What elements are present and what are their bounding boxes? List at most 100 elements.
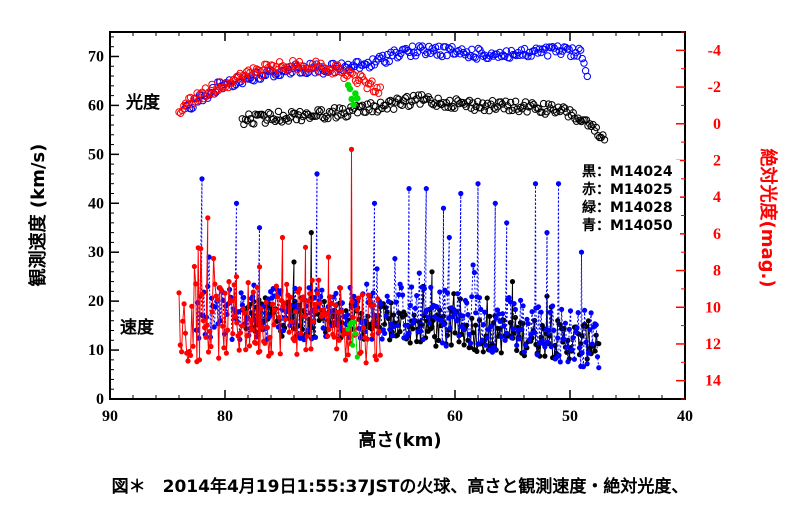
- velocity-point-m14050: [278, 288, 284, 294]
- magnitude-point-m14024: [401, 94, 409, 102]
- velocity-point-m14025: [233, 274, 240, 280]
- velocity-point-m14050: [559, 306, 565, 312]
- velocity-point-m14050: [494, 307, 501, 313]
- magnitude-point-m14050: [456, 50, 464, 58]
- y-left-tick-label: 30: [88, 244, 104, 261]
- magnitude-point-m14050: [501, 52, 509, 60]
- velocity-point-m14025: [293, 309, 299, 315]
- velocity-point-m14025: [335, 309, 341, 315]
- velocity-point-m14050: [511, 301, 517, 307]
- velocity-point-m14025: [355, 295, 362, 301]
- velocity-point-m14050: [438, 317, 444, 323]
- velocity-point-m14050: [562, 320, 569, 326]
- magnitude-point-m14024: [455, 99, 464, 108]
- velocity-point-m14025: [302, 244, 309, 250]
- velocity-point-m14050: [364, 281, 370, 287]
- magnitude-point-m14050: [431, 43, 440, 52]
- velocity-point-m14050: [312, 334, 319, 340]
- velocity-point-m14024: [432, 334, 438, 340]
- magnitude-point-m14024: [523, 108, 531, 116]
- magnitude-point-m14050: [405, 48, 413, 57]
- magnitude-point-m14050: [468, 45, 476, 53]
- velocity-point-m14024: [544, 293, 550, 299]
- magnitude-point-m14025: [368, 77, 376, 85]
- velocity-point-m14025: [258, 306, 264, 312]
- velocity-point-m14050: [538, 309, 544, 315]
- velocity-point-m14024: [469, 315, 475, 321]
- x-tick-label: 80: [217, 408, 233, 425]
- velocity-point-m14050: [371, 200, 378, 206]
- velocity-point-m14025: [287, 294, 294, 300]
- magnitude-point-m14024: [559, 103, 567, 111]
- velocity-point-m14050: [580, 364, 587, 370]
- magnitude-point-m14025: [211, 87, 220, 95]
- velocity-point-m14050: [461, 326, 467, 333]
- velocity-point-m14050: [571, 356, 578, 362]
- velocity-point-m14050: [428, 284, 434, 290]
- magnitude-point-m14050: [403, 47, 412, 55]
- velocity-point-m14050: [369, 336, 375, 342]
- velocity-point-m14025: [186, 348, 192, 355]
- velocity-point-m14025: [291, 338, 297, 344]
- magnitude-point-m14025: [186, 93, 195, 102]
- y-left-tick-label: 10: [88, 342, 104, 359]
- magnitude-point-m14024: [273, 116, 281, 124]
- velocity-point-m14028: [353, 330, 359, 337]
- velocity-point-m14050: [544, 339, 551, 345]
- velocity-point-m14024: [448, 342, 454, 348]
- magnitude-point-m14024: [335, 104, 344, 112]
- y-left-tick-label: 40: [88, 195, 104, 212]
- magnitude-point-m14025: [358, 72, 366, 81]
- velocity-point-m14050: [441, 321, 447, 328]
- magnitude-point-m14025: [295, 57, 304, 66]
- velocity-point-m14050: [392, 256, 398, 262]
- velocity-point-m14025: [267, 334, 273, 340]
- velocity-point-m14050: [421, 286, 427, 292]
- magnitude-point-m14050: [448, 43, 456, 51]
- magnitude-point-m14024: [301, 110, 309, 119]
- velocity-point-m14050: [502, 337, 508, 343]
- velocity-point-m14050: [266, 314, 272, 320]
- velocity-point-m14050: [475, 181, 481, 187]
- magnitude-point-m14050: [445, 44, 453, 52]
- velocity-point-m14025: [311, 319, 317, 325]
- velocity-point-m14025: [273, 283, 279, 289]
- velocity-point-m14025: [334, 346, 340, 352]
- velocity-point-m14024: [461, 342, 467, 348]
- velocity-point-m14028: [354, 354, 360, 360]
- magnitude-point-m14024: [406, 101, 414, 110]
- velocity-point-m14050: [556, 352, 562, 358]
- magnitude-point-m14050: [250, 77, 258, 85]
- velocity-point-m14025: [225, 327, 231, 333]
- velocity-point-m14050: [384, 293, 390, 299]
- velocity-point-m14025: [304, 333, 310, 339]
- magnitude-point-m14024: [434, 94, 442, 103]
- legend-entry-black: 黒：M14024: [582, 164, 673, 180]
- velocity-point-m14025: [358, 349, 364, 355]
- x-tick-label: 60: [447, 408, 463, 425]
- y-left-tick-label: 20: [88, 293, 104, 310]
- velocity-point-m14024: [484, 295, 490, 301]
- velocity-point-m14025: [302, 313, 308, 319]
- magnitude-point-m14025: [201, 84, 210, 92]
- velocity-point-m14050: [455, 291, 461, 297]
- magnitude-point-m14025: [373, 84, 381, 92]
- magnitude-point-m14024: [357, 102, 365, 111]
- velocity-point-m14024: [382, 321, 388, 327]
- velocity-point-m14025: [312, 301, 318, 307]
- velocity-point-m14050: [407, 302, 413, 309]
- velocity-point-m14025: [200, 318, 206, 324]
- magnitude-point-m14024: [451, 104, 459, 112]
- velocity-point-m14050: [458, 190, 464, 197]
- velocity-point-m14024: [291, 259, 297, 265]
- magnitude-point-m14024: [330, 104, 339, 112]
- velocity-point-m14050: [439, 340, 445, 346]
- velocity-point-m14050: [547, 309, 553, 315]
- y-right-tick-label: -2: [708, 79, 721, 96]
- magnitude-point-m14025: [175, 108, 183, 116]
- velocity-point-m14050: [456, 333, 462, 339]
- y-right-tick-label: 14: [705, 373, 721, 390]
- velocity-point-m14024: [397, 329, 403, 335]
- figure-caption: 図＊ 2014年4月19日1:55:37JSTの火球、高さと観測速度・絶対光度、: [111, 477, 689, 497]
- magnitude-point-m14024: [264, 108, 273, 117]
